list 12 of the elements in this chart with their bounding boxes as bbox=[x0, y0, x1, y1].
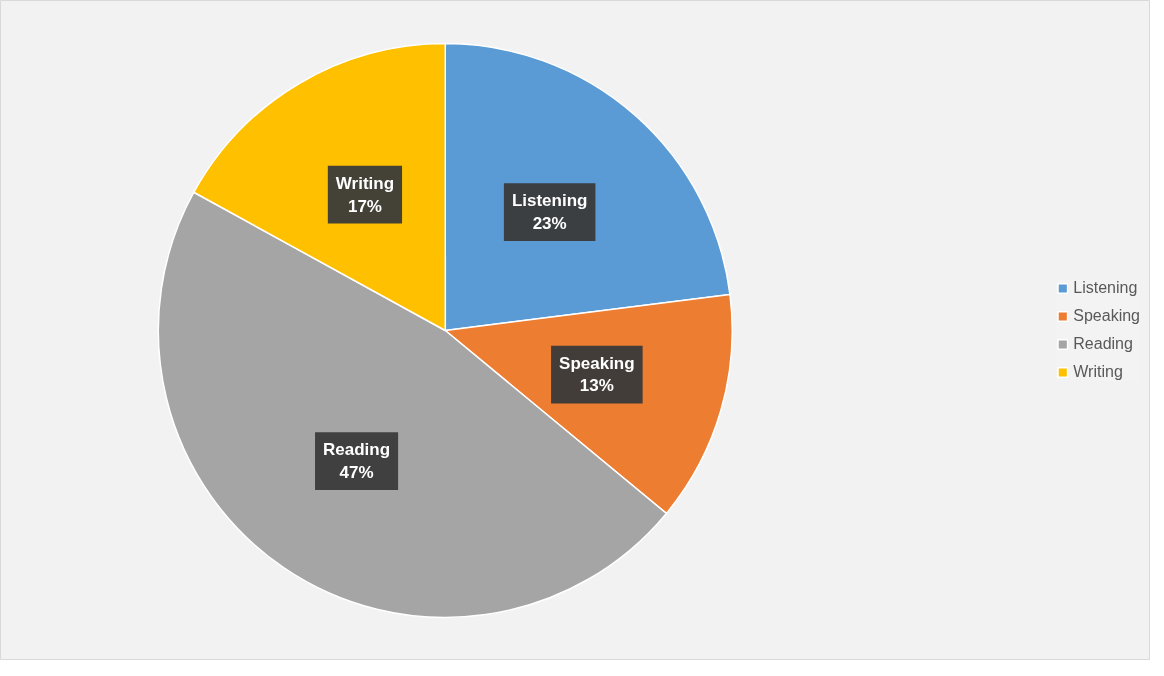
legend-label: Writing bbox=[1073, 363, 1123, 381]
data-label: 47% bbox=[339, 462, 374, 482]
data-label: 17% bbox=[347, 196, 382, 216]
legend-label: Speaking bbox=[1073, 307, 1140, 325]
slice-label: Speaking bbox=[559, 353, 635, 373]
data-label: 13% bbox=[579, 376, 614, 396]
slice-label: Writing bbox=[335, 173, 395, 193]
legend-label: Listening bbox=[1073, 279, 1138, 297]
slice-label: Listening bbox=[511, 191, 588, 211]
slice-label: Reading bbox=[323, 440, 391, 460]
legend-label: Reading bbox=[1073, 335, 1133, 353]
data-label: 23% bbox=[532, 214, 567, 234]
